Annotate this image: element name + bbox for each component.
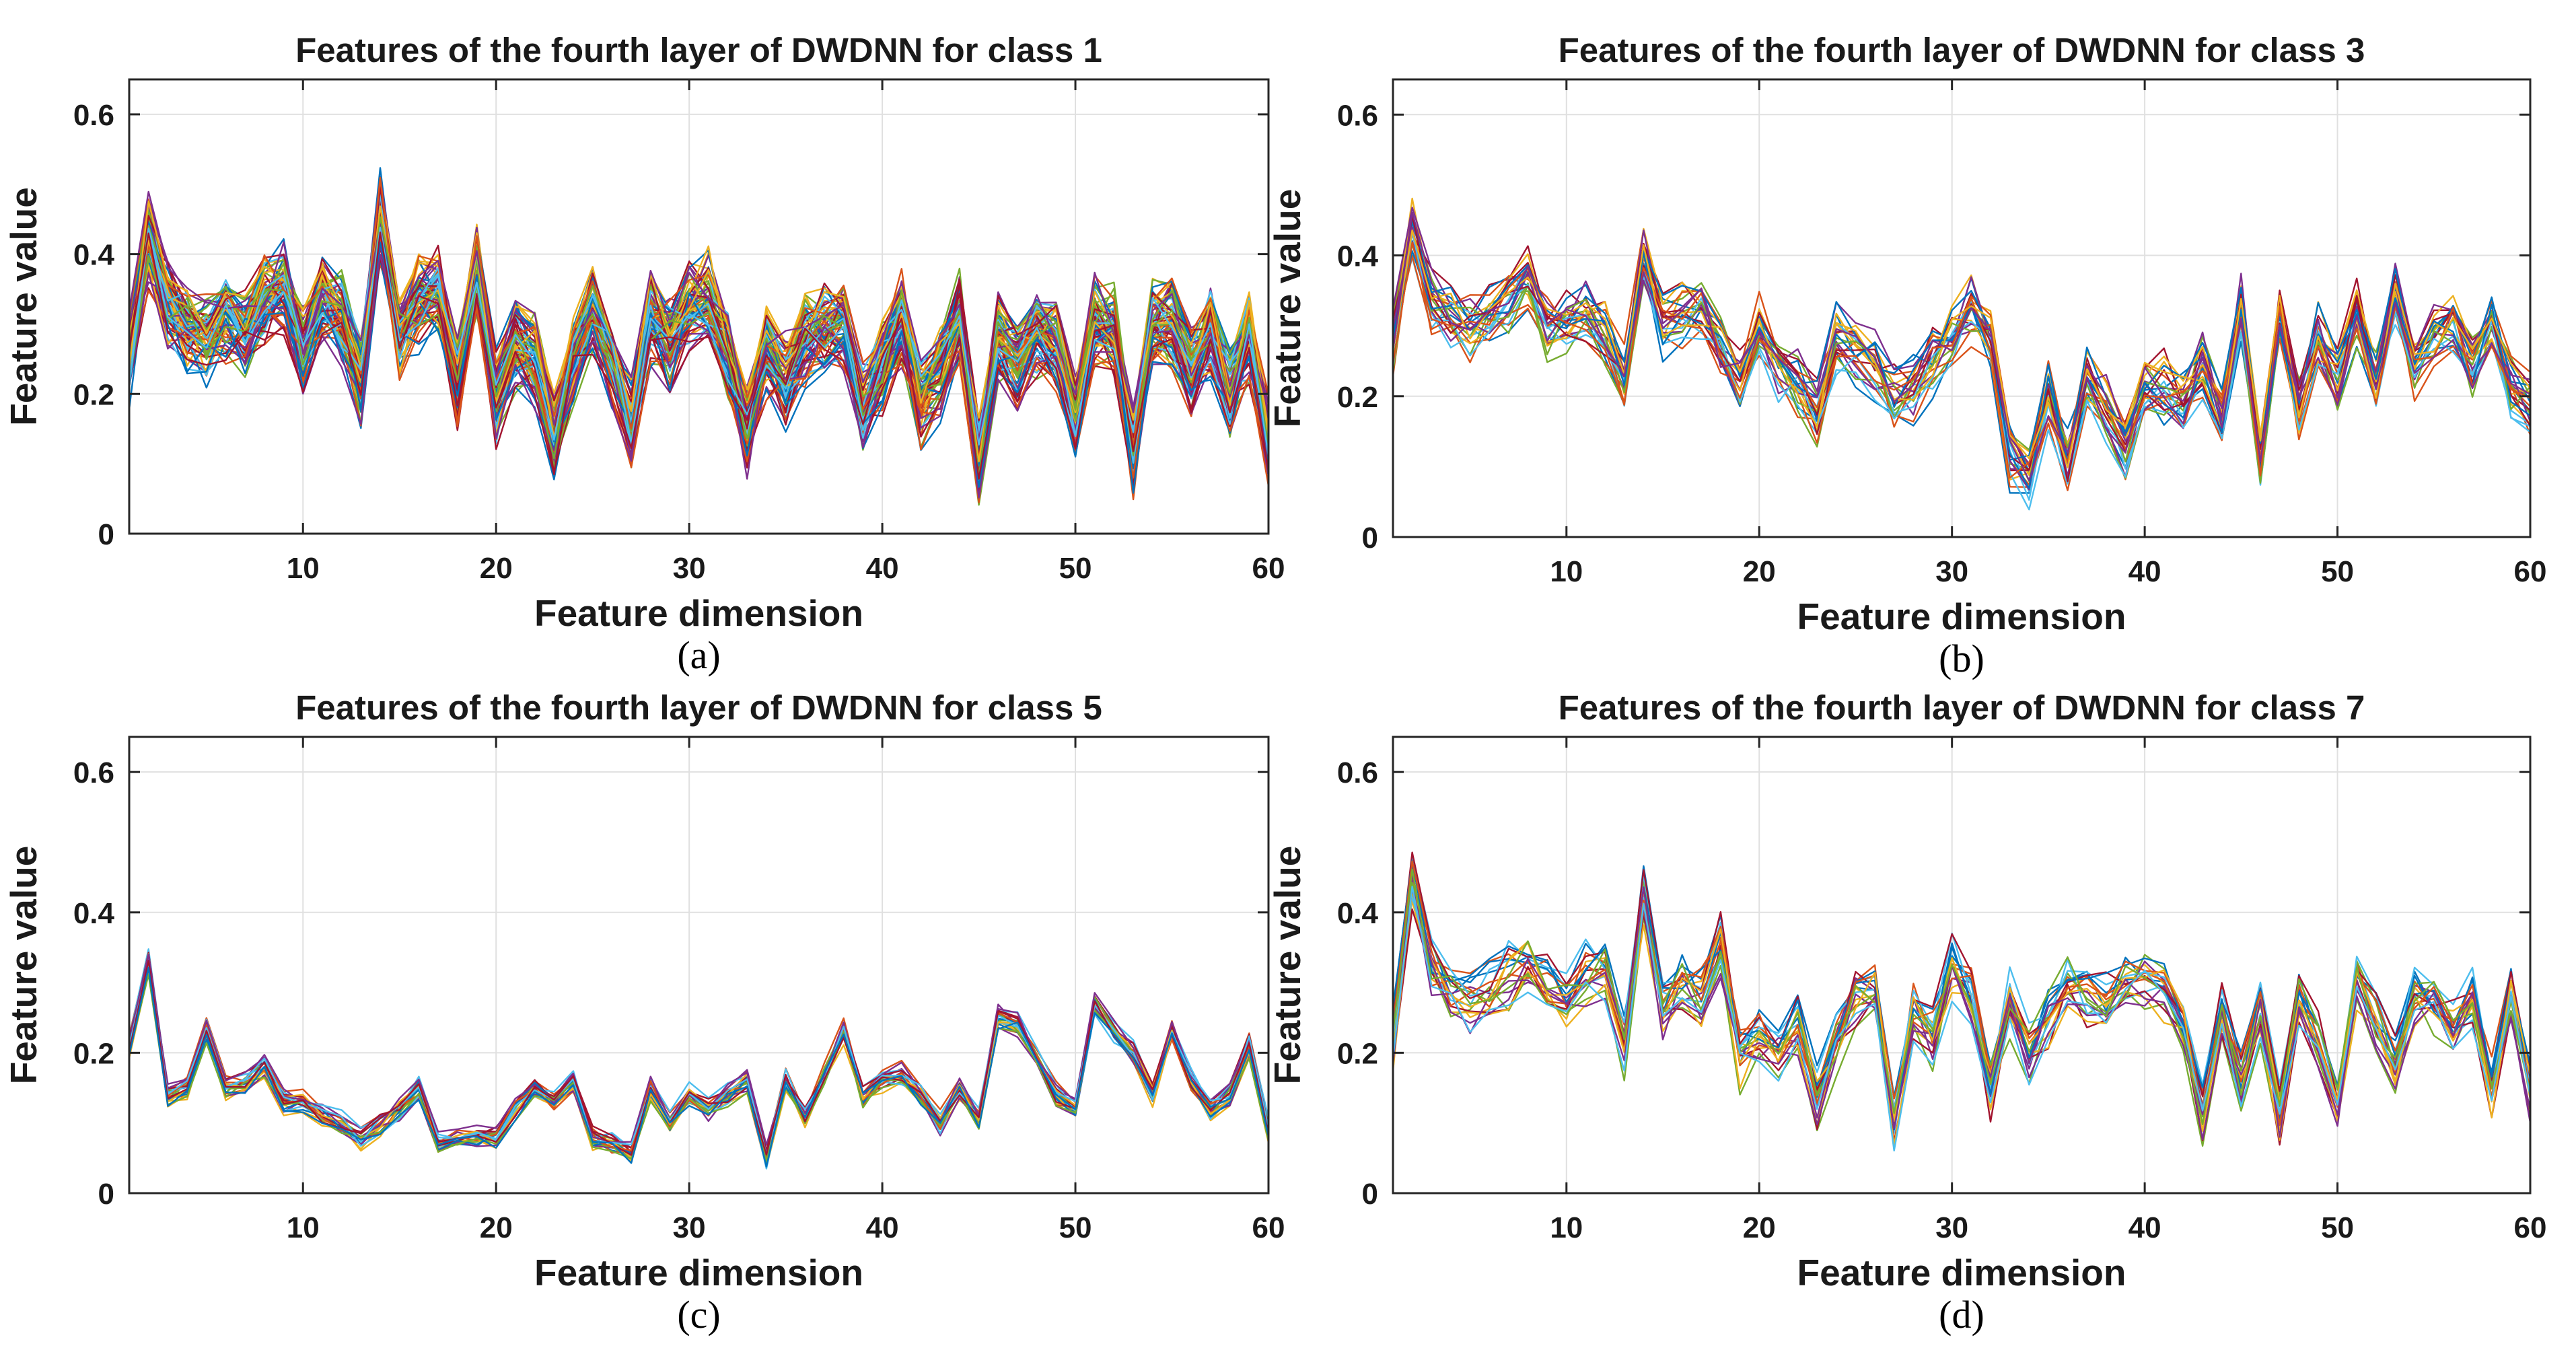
y-tick-label: 0.2 <box>73 1037 114 1070</box>
x-tick-label: 40 <box>2128 555 2161 588</box>
y-axis-label: Feature value <box>3 846 44 1085</box>
y-tick-label: 0.2 <box>1337 381 1378 414</box>
x-tick-label: 10 <box>287 1211 320 1244</box>
panel-caption: (a) <box>677 633 720 677</box>
y-tick-label: 0 <box>98 1178 114 1211</box>
series-line <box>128 961 1270 1156</box>
series-line <box>128 201 1270 463</box>
y-tick-label: 0 <box>98 518 114 551</box>
x-axis-label: Feature dimension <box>1797 1252 2126 1293</box>
x-tick-label: 60 <box>1252 552 1285 585</box>
panel-d: 10 20 30 40 50 60 0 0.2 0.4 0.6 Features of the fo… <box>1266 688 2546 1337</box>
x-tick-label: 10 <box>287 552 320 585</box>
x-tick-label: 20 <box>1743 555 1776 588</box>
chart-title: Features of the fourth layer of DWDNN fo… <box>1559 31 2365 69</box>
y-tick-label: 0.4 <box>1337 897 1379 930</box>
x-tick-label: 60 <box>2514 1211 2547 1244</box>
chart-title: Features of the fourth layer of DWDNN fo… <box>295 688 1102 727</box>
y-tick-label: 0.4 <box>73 239 115 272</box>
x-tick-label: 60 <box>2514 555 2547 588</box>
series-line <box>128 226 1270 457</box>
axes-box <box>1392 78 2532 538</box>
x-tick-label: 10 <box>1550 1211 1583 1244</box>
y-axis-label: Feature value <box>3 187 44 426</box>
panel-a: 10 20 30 40 50 60 0 0.2 0.4 0.6 Features of the fo… <box>3 31 1285 677</box>
y-axis-label: Feature value <box>1266 189 1308 428</box>
y-tick-label: 0.4 <box>1337 240 1379 273</box>
x-tick-label: 60 <box>1252 1211 1285 1244</box>
x-tick-label: 40 <box>2128 1211 2161 1244</box>
panel-b: 10 20 30 40 50 60 0 0.2 0.4 0.6 Features of the fo… <box>1266 31 2546 680</box>
y-tick-label: 0.6 <box>1337 756 1378 789</box>
panel-caption: (d) <box>1939 1293 1984 1337</box>
chart-title: Features of the fourth layer of DWDNN fo… <box>295 31 1102 69</box>
x-tick-label: 50 <box>2321 555 2354 588</box>
x-tick-label: 20 <box>480 552 513 585</box>
y-tick-label: 0.6 <box>73 99 114 132</box>
axes-box <box>128 736 1270 1195</box>
series-line <box>1392 243 2531 484</box>
y-tick-label: 0.4 <box>73 897 115 930</box>
y-tick-label: 0 <box>1362 522 1378 555</box>
x-tick-label: 20 <box>480 1211 513 1244</box>
series-line <box>128 216 1270 478</box>
x-tick-label: 40 <box>866 1211 899 1244</box>
y-tick-label: 0.2 <box>73 378 114 411</box>
x-axis-label: Feature dimension <box>534 592 863 634</box>
y-tick-label: 0.6 <box>1337 99 1378 132</box>
x-axis-label: Feature dimension <box>534 1252 863 1293</box>
axes-box <box>128 78 1270 535</box>
plot-area <box>129 737 1268 1193</box>
x-tick-label: 50 <box>2321 1211 2354 1244</box>
axes-box <box>1392 736 2532 1195</box>
x-tick-label: 40 <box>866 552 899 585</box>
y-axis-label: Feature value <box>1266 846 1308 1085</box>
x-tick-label: 30 <box>673 552 706 585</box>
panel-c: 10 20 30 40 50 60 0 0.2 0.4 0.6 Features of the fo… <box>3 688 1285 1337</box>
x-tick-label: 10 <box>1550 555 1583 588</box>
x-tick-label: 30 <box>673 1211 706 1244</box>
series-line <box>1392 231 2531 501</box>
panel-caption: (c) <box>677 1293 720 1337</box>
series-line <box>1392 229 2531 468</box>
series-line <box>128 190 1270 441</box>
x-tick-label: 20 <box>1743 1211 1776 1244</box>
y-tick-label: 0 <box>1362 1178 1378 1211</box>
chart-title: Features of the fourth layer of DWDNN fo… <box>1559 688 2365 727</box>
series-line <box>1392 211 2531 481</box>
x-tick-label: 30 <box>1935 555 1968 588</box>
y-tick-label: 0.2 <box>1337 1037 1378 1070</box>
x-axis-label: Feature dimension <box>1797 596 2126 637</box>
x-tick-label: 50 <box>1059 1211 1092 1244</box>
panel-caption: (b) <box>1939 637 1984 680</box>
y-tick-label: 0.6 <box>73 756 114 789</box>
series-line <box>128 966 1270 1168</box>
x-tick-label: 50 <box>1059 552 1092 585</box>
series-line <box>1392 886 2532 1152</box>
x-tick-label: 30 <box>1935 1211 1968 1244</box>
series-line <box>1392 880 2532 1141</box>
series-line <box>128 231 1270 480</box>
